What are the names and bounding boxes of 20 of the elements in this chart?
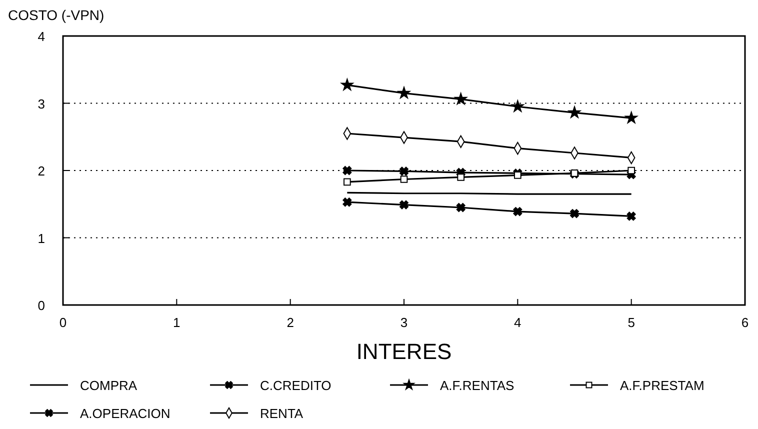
x-tick-label: 5: [628, 315, 635, 330]
y-axis-title: COSTO (-VPN): [8, 7, 104, 23]
y-tick-label: 1: [38, 230, 45, 246]
legend-label: COMPRA: [80, 378, 138, 393]
x-tick-label: 3: [400, 315, 408, 330]
y-tick-label: 0: [38, 298, 45, 313]
x-tick-label: 0: [59, 315, 67, 330]
y-tick-label: 4: [38, 29, 45, 44]
x-tick-label: 1: [173, 315, 180, 330]
y-tick-label: 3: [38, 96, 45, 112]
legend-label: RENTA: [260, 406, 304, 421]
x-axis-title: INTERES: [356, 339, 452, 364]
legend-label: A.OPERACION: [80, 406, 170, 421]
y-tick-label: 2: [38, 164, 45, 178]
x-tick-label: 4: [514, 315, 522, 330]
x-tick-label: 2: [286, 315, 294, 330]
legend-label: A.F.RENTAS: [440, 378, 514, 393]
x-tick-label: 6: [741, 315, 749, 330]
legend-label: C.CREDITO: [260, 378, 332, 393]
legend-label: A.F.PRESTAM: [620, 378, 704, 393]
